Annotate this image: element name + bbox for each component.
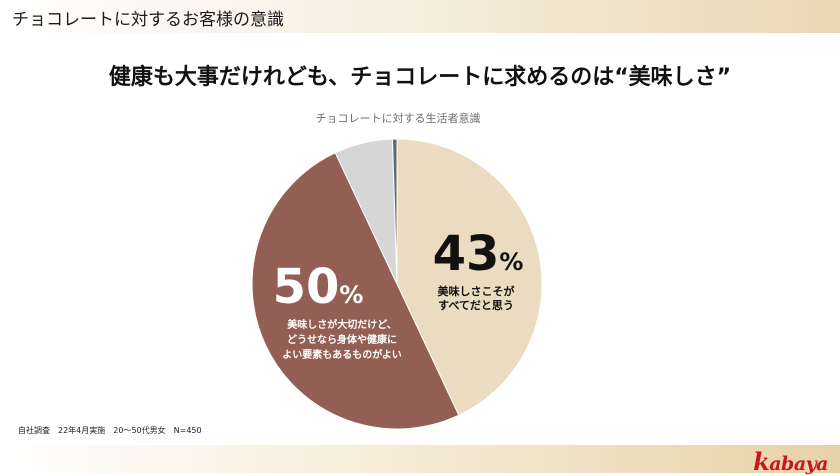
footer-band	[0, 445, 840, 473]
slice-1-percent: 43%	[433, 226, 524, 282]
headline: 健康も大事だけれども、チョコレートに求めるのは“美味しさ”	[108, 65, 732, 90]
pie-slice-2	[251, 152, 460, 430]
slice-2-label-line: どうせなら身体や健康に	[287, 333, 397, 346]
pie-slice-4	[391, 138, 398, 285]
kabaya-logo: kabaya	[753, 447, 828, 476]
footnote: 自社調査 22年4月実施 20～50代男女 N=450	[18, 426, 202, 435]
chart-title: チョコレートに対する生活者意識	[315, 112, 481, 125]
slice-1-label-line: すべてだと思う	[438, 299, 514, 312]
page-title: チョコレートに対するお客様の意識	[12, 10, 284, 30]
slice-2-label-line: よい要素もあるものがよい	[282, 348, 402, 361]
slice-1-label-line: 美味しさこそが	[438, 284, 515, 298]
slice-2-percent: 50%	[273, 259, 364, 315]
pie-slice-1	[396, 138, 543, 416]
header-band: チョコレートに対するお客様の意識	[0, 0, 840, 33]
slice-2-label-line: 美味しさが大切だけど、	[287, 318, 397, 331]
